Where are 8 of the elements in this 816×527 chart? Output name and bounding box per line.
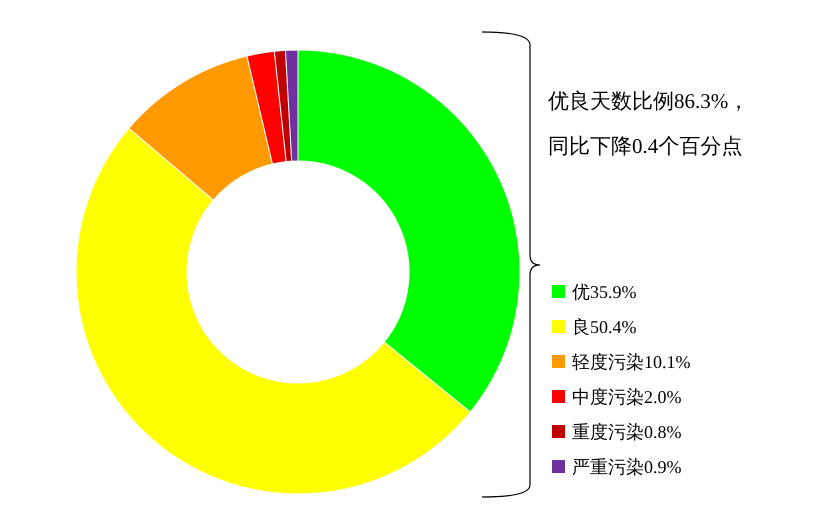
text: 优良天数比例86.3%，: [548, 89, 750, 113]
legend-label: 中度污染2.0%: [572, 387, 682, 407]
text: 同比下降0.4个百分点: [548, 134, 742, 158]
legend-label: 轻度污染10.1%: [572, 352, 690, 372]
legend-label: 良50.4%: [572, 317, 636, 337]
legend-label: 重度污染0.8%: [572, 422, 682, 442]
legend-label: 优35.9%: [572, 282, 636, 302]
legend-label: 严重污染0.9%: [572, 457, 682, 477]
